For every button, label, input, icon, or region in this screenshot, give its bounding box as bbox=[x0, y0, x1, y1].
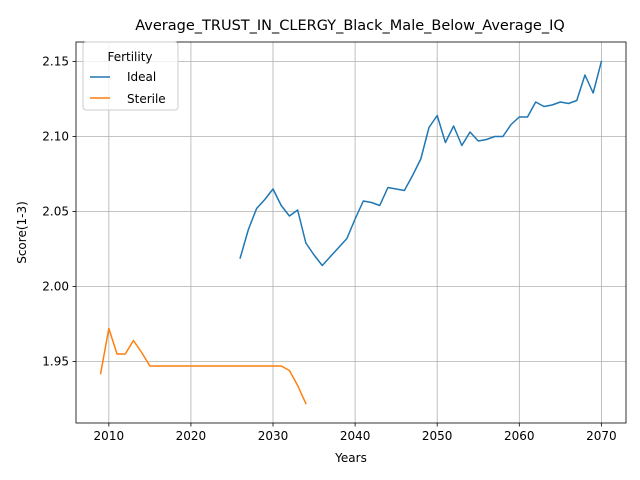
y-tick-label: 2.05 bbox=[42, 205, 69, 219]
x-tick-label: 2010 bbox=[94, 429, 125, 443]
legend-label-sterile: Sterile bbox=[127, 92, 166, 106]
legend-box bbox=[82, 41, 179, 111]
legend-label-ideal: Ideal bbox=[127, 70, 156, 84]
legend-title: Fertility bbox=[107, 50, 152, 64]
y-tick-label: 2.10 bbox=[42, 130, 69, 144]
x-tick-label: 2020 bbox=[176, 429, 207, 443]
x-tick-label: 2050 bbox=[422, 429, 453, 443]
grid bbox=[76, 42, 626, 423]
chart-title: Average_TRUST_IN_CLERGY_Black_Male_Below… bbox=[135, 18, 565, 34]
x-tick-label: 2070 bbox=[586, 429, 617, 443]
legend: Fertility Ideal Sterile bbox=[82, 41, 179, 111]
y-tick-label: 1.95 bbox=[42, 355, 69, 369]
y-axis: 1.95 2.00 2.05 2.10 2.15 bbox=[42, 55, 76, 369]
x-axis: 2010 2020 2030 2040 2050 2060 2070 bbox=[94, 423, 617, 443]
plot-frame bbox=[75, 41, 627, 424]
x-tick-label: 2060 bbox=[504, 429, 535, 443]
y-tick-label: 2.00 bbox=[42, 280, 69, 294]
y-tick-label: 2.15 bbox=[42, 55, 69, 69]
series-line-sterile bbox=[99, 327, 307, 405]
y-axis-label: Score(1-3) bbox=[15, 201, 29, 264]
x-axis-label: Years bbox=[334, 451, 367, 465]
x-tick-label: 2030 bbox=[258, 429, 289, 443]
x-tick-label: 2040 bbox=[340, 429, 371, 443]
series-layer bbox=[99, 60, 603, 405]
